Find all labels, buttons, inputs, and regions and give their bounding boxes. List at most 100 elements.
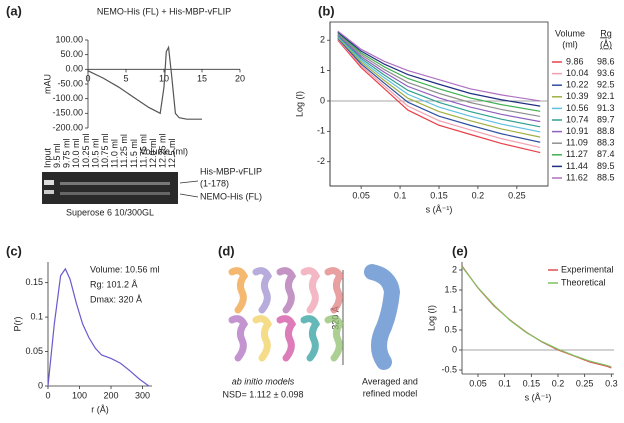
y-tick-label: 0 [38, 380, 43, 390]
x-axis-label: Volume (ml) [140, 146, 188, 156]
legend-rg: 88.5 [597, 172, 615, 182]
y-tick-label: 0.15 [25, 277, 43, 287]
y-tick-label: -0.5 [441, 364, 457, 374]
band-label: His-MBP-vFLIP [200, 166, 262, 176]
chart-title: NEMO-His (FL) + His-MBP-vFLIP [97, 6, 231, 16]
x-axis-label: r (Å) [91, 404, 109, 414]
panel-label: (a) [6, 3, 22, 18]
y-tick-label: 0 [452, 344, 457, 354]
y-tick-label: 0 [320, 95, 325, 105]
series-line [337, 30, 541, 102]
x-axis-label: s (Å⁻¹) [525, 392, 552, 402]
series-line [337, 37, 541, 138]
band-label: NEMO-His (FL) [200, 191, 262, 201]
y-axis-label: mAU [42, 74, 52, 94]
lane-label: Input [42, 147, 52, 168]
y-tick-label: -1 [317, 126, 325, 136]
panel-label: (c) [6, 243, 22, 258]
band-label: (1-178) [200, 178, 229, 188]
gel-band [44, 190, 54, 194]
panel-label: (e) [452, 243, 468, 258]
arrow [179, 180, 199, 184]
lane-label: 11.5 ml [129, 139, 139, 168]
legend-label: 10.91 [566, 126, 589, 136]
y-tick-label: -2 [317, 156, 325, 166]
data-line [87, 45, 202, 120]
x-tick-label: 15 [197, 74, 207, 84]
legend-rg: 88.3 [597, 138, 615, 148]
lane-label: 9.5 ml [52, 143, 62, 168]
arrow [179, 193, 199, 198]
gel-band [60, 182, 170, 185]
lane-label: 9.75 ml [62, 138, 72, 168]
legend-label: Experimental [561, 264, 614, 274]
lane-label: 12.25 ml [158, 133, 168, 168]
ab-initio-model [324, 315, 345, 362]
legend-label: Theoretical [561, 277, 606, 287]
lane-label: 12.0 ml [148, 138, 158, 168]
legend-rg: 89.7 [597, 114, 615, 124]
legend-label: 10.56 [566, 103, 589, 113]
lane-label: 12.5 ml [167, 138, 177, 168]
ab-initio-model [300, 267, 321, 314]
legend-rg: 88.8 [597, 126, 615, 136]
x-tick-label: 5 [123, 74, 128, 84]
gel-band [44, 180, 54, 185]
y-tick-label: 100.00 [55, 34, 83, 44]
series-line [337, 32, 541, 112]
y-axis-label: P(r) [12, 317, 22, 332]
frame [329, 21, 549, 187]
annotation: Rg: 101.2 Å [90, 279, 138, 289]
legend-rg: 93.6 [597, 68, 615, 78]
models-label: ab initio models [232, 376, 295, 386]
gel-band [60, 192, 170, 195]
y-tick-label: -200.00 [52, 122, 83, 132]
series-line [337, 37, 541, 143]
y-tick-label: 0.5 [444, 324, 457, 334]
legend-header: Rg [600, 28, 612, 38]
y-tick-label: 2 [452, 264, 457, 274]
series-line [337, 36, 541, 133]
x-tick-label: 0 [85, 74, 90, 84]
ab-initio-model [300, 315, 321, 362]
lane-label: 10.5 ml [90, 138, 100, 168]
annotation: Dmax: 320 Å [90, 294, 142, 304]
ab-initio-model [276, 315, 297, 362]
x-tick-label: 0.25 [576, 378, 594, 388]
y-tick-label: 1.5 [444, 284, 457, 294]
ab-initio-model [252, 267, 273, 314]
legend-label: 10.22 [566, 80, 589, 90]
x-tick-label: 0.05 [352, 190, 370, 200]
legend-label: 11.62 [566, 172, 588, 182]
x-tick-label: 0.25 [508, 190, 526, 200]
y-tick-label: 0.00 [65, 64, 83, 74]
lane-label: 11.75 ml [138, 134, 148, 168]
legend-header: (ml) [562, 39, 578, 49]
series-line [461, 266, 612, 368]
lane-label: 11.25 ml [119, 134, 129, 168]
legend-label: 11.27 [566, 149, 588, 159]
legend-rg: 98.6 [597, 56, 615, 66]
column-label: Superose 6 10/300GL [66, 207, 154, 217]
averaged-model [364, 264, 401, 370]
x-tick-label: 0.15 [430, 190, 448, 200]
model-label: refined model [363, 388, 418, 398]
x-tick-label: 0.15 [523, 378, 541, 388]
x-tick-label: 0.2 [552, 378, 565, 388]
y-tick-label: 0.05 [25, 346, 43, 356]
y-tick-label: 1 [320, 65, 325, 75]
x-tick-label: 100 [72, 390, 87, 400]
series-line [337, 31, 541, 107]
series-line [337, 39, 541, 154]
y-tick-label: -100.00 [52, 93, 83, 103]
series-line [337, 35, 541, 128]
y-axis-label: Log (I) [294, 91, 304, 117]
y-tick-label: 1 [452, 304, 457, 314]
ab-initio-model [228, 315, 249, 362]
legend-label: 10.04 [566, 68, 589, 78]
legend-header: Volume [555, 28, 585, 38]
ab-initio-model [324, 267, 345, 314]
y-tick-label: -50.00 [57, 78, 83, 88]
data-line [47, 267, 150, 387]
legend-label: 9.86 [566, 56, 584, 66]
